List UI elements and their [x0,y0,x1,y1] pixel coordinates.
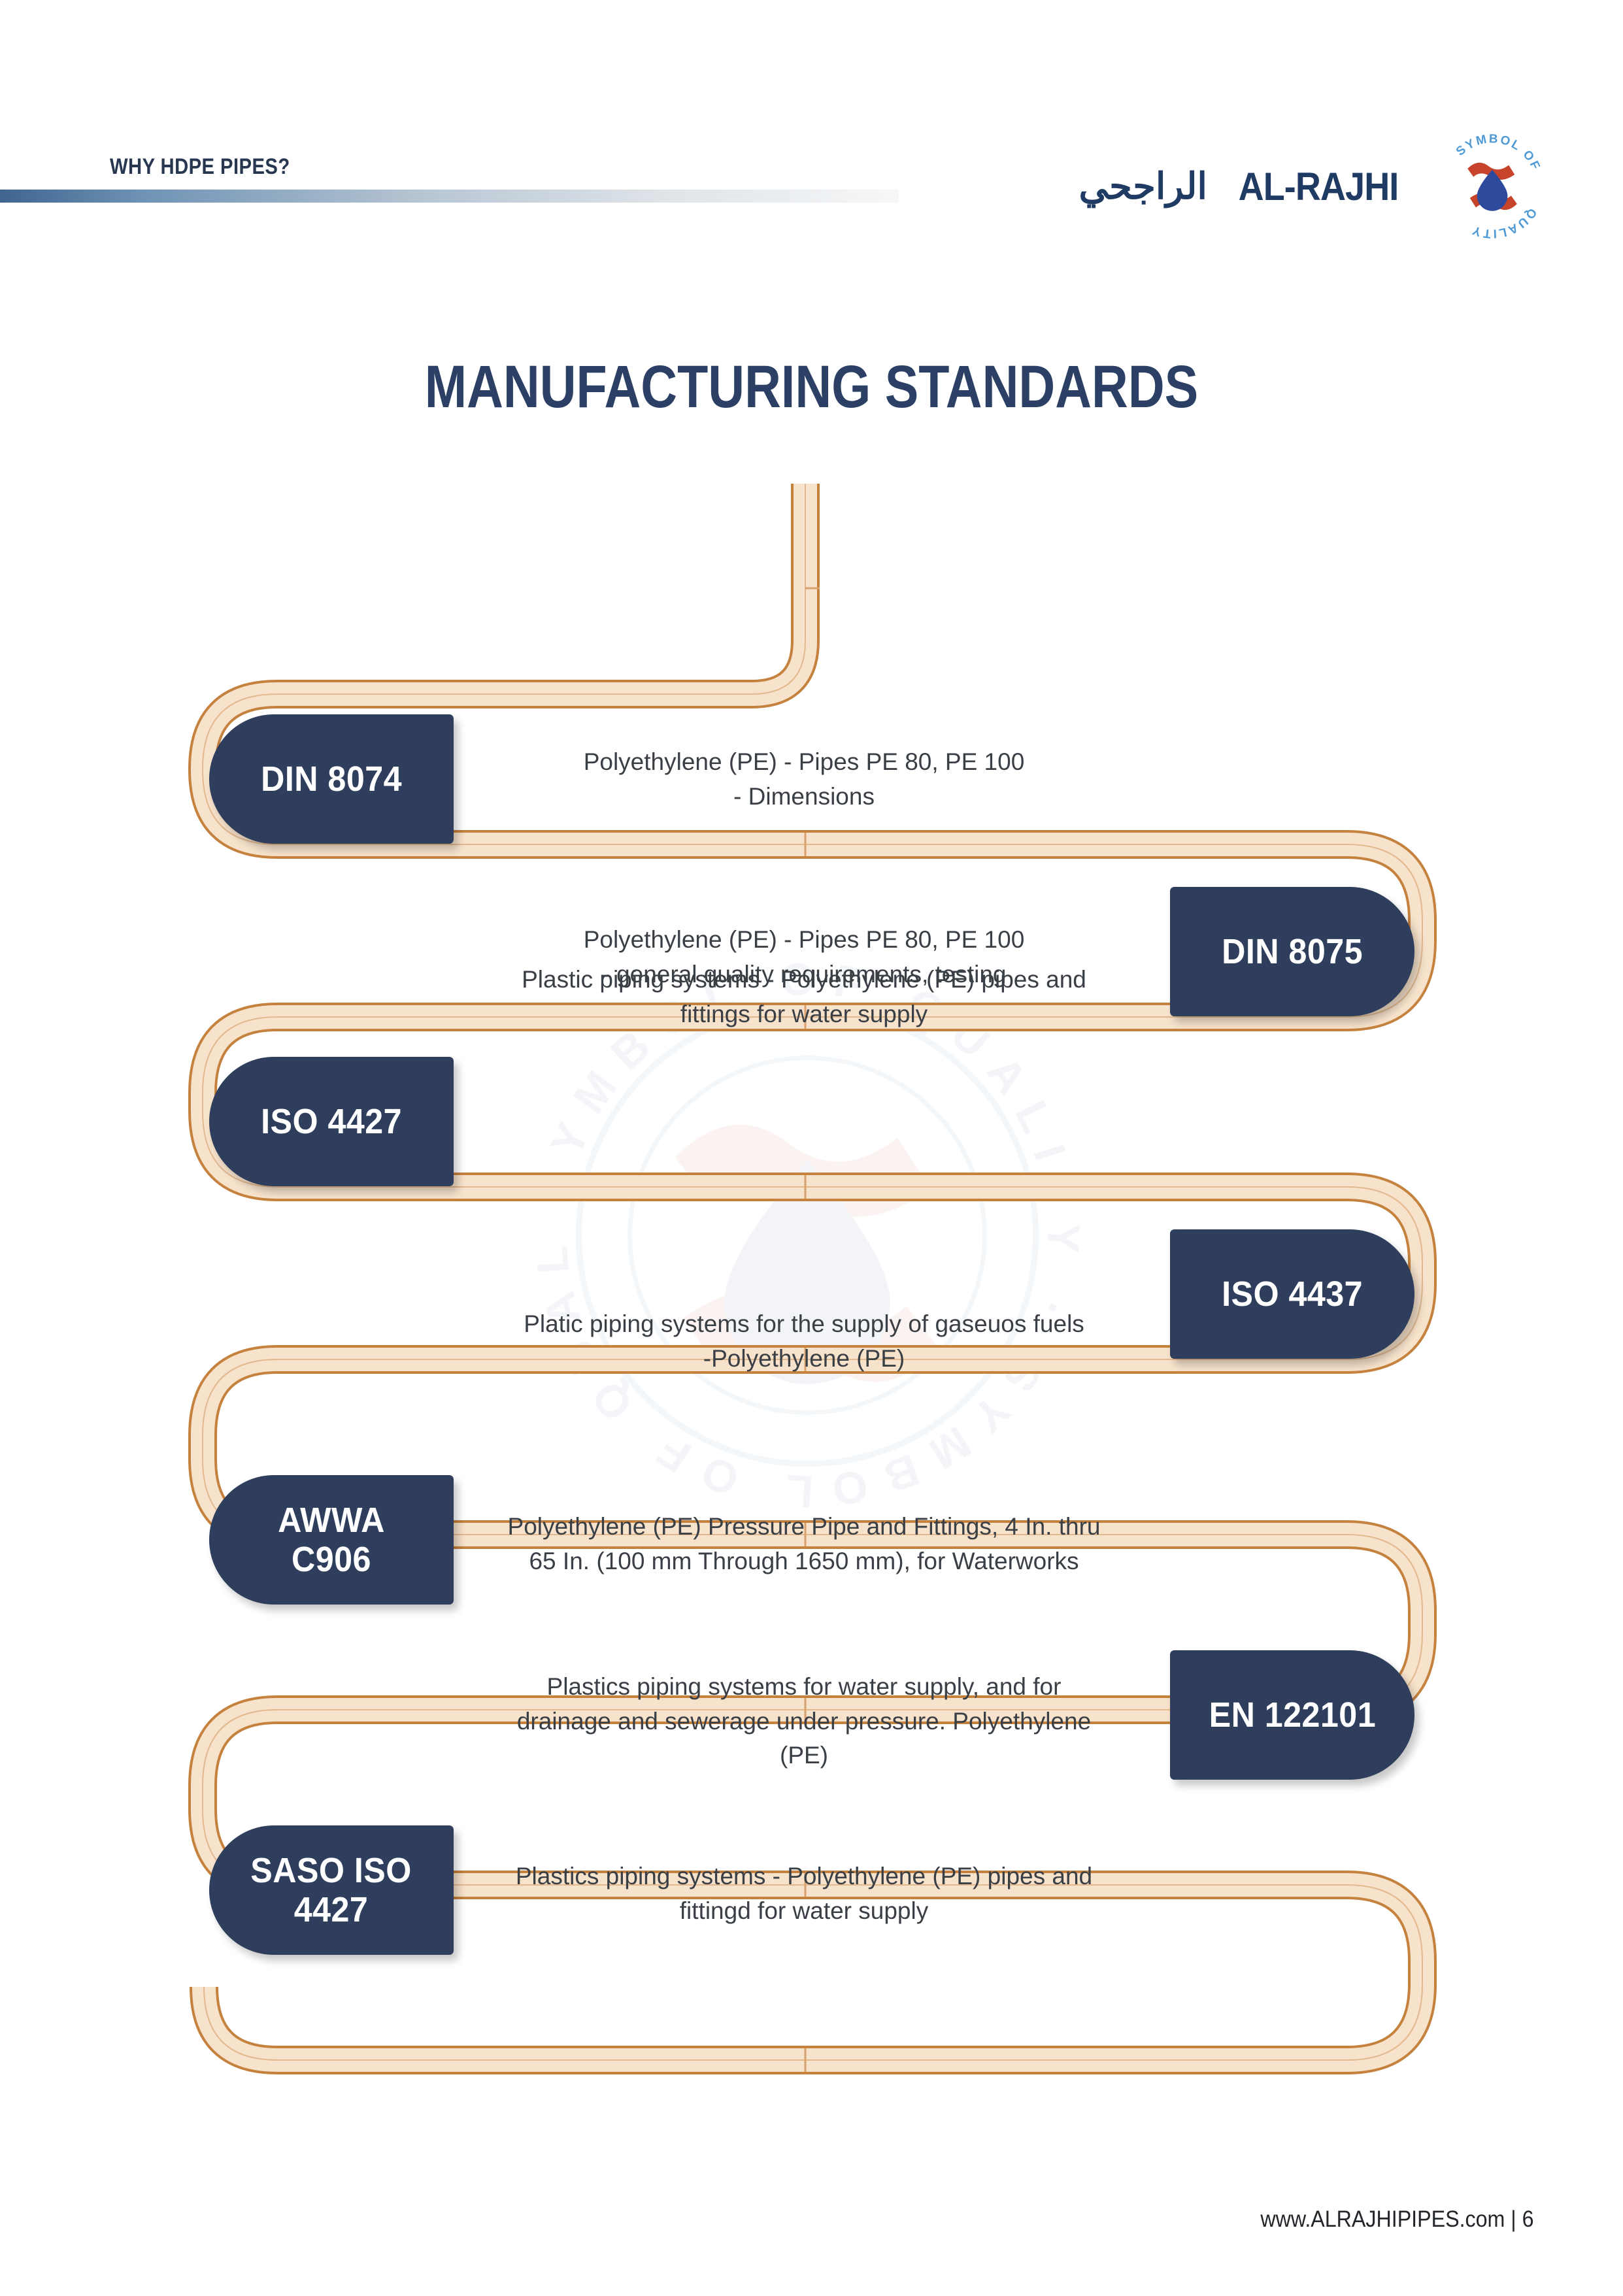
standard-description-iso-4427: Plastic piping systems - Polyethylene (P… [522,966,1086,1027]
standard-badge-din-8074[interactable]: DIN 8074 [209,714,454,844]
page-header: WHY HDPE PIPES? الراجحي AL-RAJHI SYMBOL … [0,0,1623,241]
header-gradient-rule [0,188,899,203]
footer-text: www.ALRAJHIPIPES.com | 6 [1260,2206,1534,2232]
symbol-of-quality-logo-icon: SYMBOL OF QUALITY [1433,127,1551,245]
standard-badge-iso-4427[interactable]: ISO 4427 [209,1057,454,1186]
standard-badge-en-122101[interactable]: EN 122101 [1170,1650,1414,1780]
standard-description-din-8075: Polyethylene (PE) - Pipes PE 80, PE 100 … [583,926,1025,988]
standard-badge-iso-4437[interactable]: ISO 4437 [1170,1229,1414,1359]
standard-badge-saso-iso-4427[interactable]: SASO ISO 4427 [209,1825,454,1955]
standard-code: ISO 4437 [1222,1274,1363,1314]
standard-badge-awwa-c906[interactable]: AWWA C906 [209,1475,454,1605]
standard-code: DIN 8074 [261,759,402,799]
standard-code: SASO ISO 4427 [250,1850,412,1929]
page-title-text: MANUFACTURING STANDARDS [424,354,1199,420]
standard-code: ISO 4427 [261,1101,402,1141]
standard-description-awwa-c906: Polyethylene (PE) Pressure Pipe and Fitt… [507,1513,1101,1574]
brand-name-arabic: الراجحي [1079,165,1207,207]
footer-website-and-page: www.ALRAJHIPIPES.com | 6 [1237,2206,1534,2233]
standard-code: DIN 8075 [1222,931,1363,971]
standard-description-en-122101: Plastics piping systems for water supply… [516,1673,1092,1769]
standard-description-iso-4437: Platic piping systems for the supply of … [524,1310,1084,1372]
standard-description-saso-iso-4427: Plastics piping systems - Polyethylene (… [515,1863,1093,1924]
brand-name-latin: AL-RAJHI [1238,164,1399,208]
section-label: WHY HDPE PIPES? [110,154,290,179]
standard-badge-din-8075[interactable]: DIN 8075 [1170,887,1414,1016]
page-title: MANUFACTURING STANDARDS [0,353,1623,422]
standard-code: AWWA C906 [278,1500,385,1579]
standard-description-din-8074: Polyethylene (PE) - Pipes PE 80, PE 100 … [583,748,1025,810]
brand-lockup: الراجحي AL-RAJHI SYMBOL OF QUALITY [1079,127,1551,245]
standard-code: EN 122101 [1209,1695,1376,1735]
